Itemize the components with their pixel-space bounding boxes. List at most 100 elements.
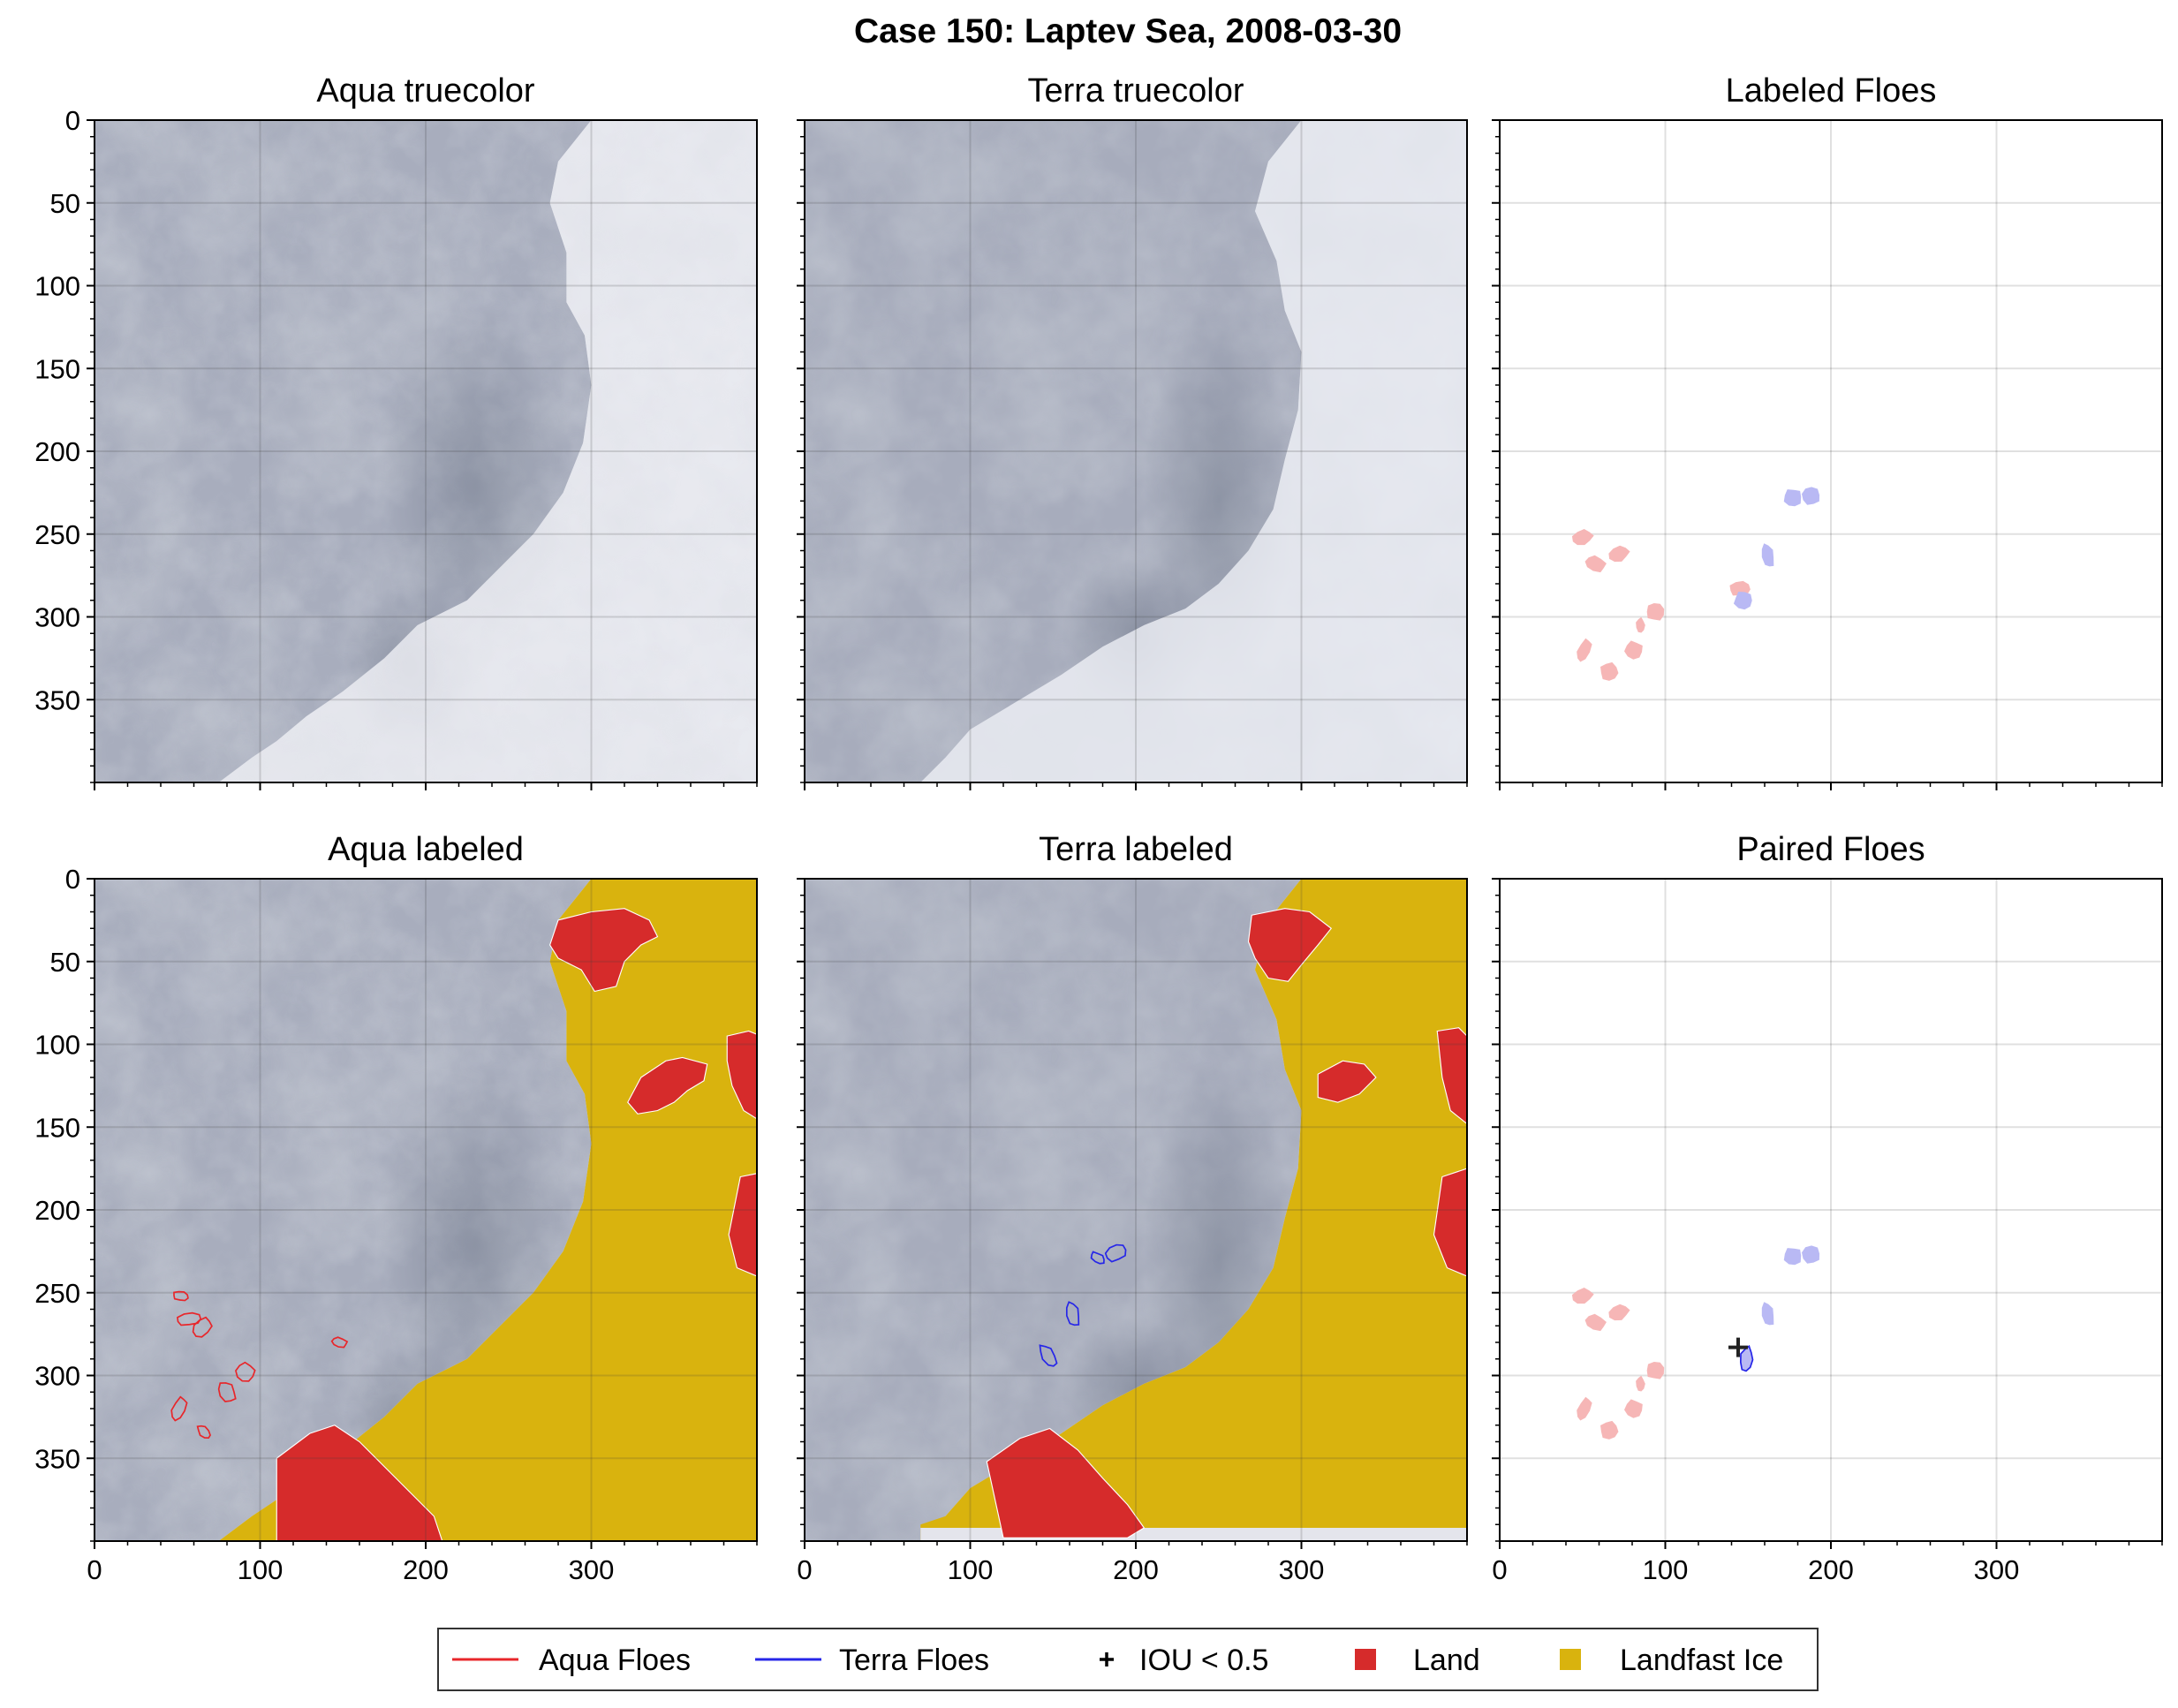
y-tick-label: 100 [34,1030,80,1061]
legend-aqua-floes: Aqua Floes [452,1644,691,1677]
panel-6: Paired Floes 0 100 200 300 [1492,831,2163,1585]
x-tick-label: 200 [403,1554,449,1585]
panels: Aqua truecolor 0 50 100 150 200 250 300 350 Terra… [34,72,2163,1585]
grid [95,120,757,782]
legend-label: Terra Floes [839,1644,989,1677]
aqua-floe [1636,1375,1645,1392]
land-region [549,908,659,993]
terra-floe-outline [1739,1344,1754,1372]
y-tick-label: 50 [50,947,80,978]
terra-floe [1802,487,1820,505]
y-tick-label: 300 [34,1361,80,1392]
grid [95,879,757,1541]
land-region [728,1173,757,1277]
y-tick-label: 350 [34,684,80,715]
y-tick-label: 150 [34,353,80,384]
y-tick-label: 250 [34,519,80,550]
terra-floe [1740,1346,1753,1372]
legend-terra-floes: Terra Floes [755,1644,989,1677]
y-tick-label: 200 [34,436,80,467]
land-region [986,1427,1146,1538]
terra-floe [1783,1248,1802,1266]
grid [805,879,1467,1541]
panel-4: Aqua labeled 0 50 100 150 200 250 300 350 0 100 200… [34,831,758,1585]
iou-marker [1728,1337,1748,1357]
panel-3: Labeled Floes [1492,72,2163,790]
aqua-floe [1608,545,1630,563]
y-tick-label: 0 [65,105,80,136]
x-tick-label: 100 [1643,1554,1689,1585]
panel-title: Terra labeled [1039,831,1233,868]
aqua-floe [1600,1420,1619,1440]
x-tick-label: 0 [1492,1554,1507,1585]
y-tick-label: 300 [34,602,80,633]
x-tick-label: 300 [569,1554,615,1585]
grid [1500,120,2162,782]
grid [1500,879,2162,1541]
aqua-floe-outline [192,1316,213,1338]
terra-floe [1802,1245,1820,1264]
terra-floe-outline [1090,1251,1105,1265]
terra-floe [1783,489,1802,507]
legend-label: IOU < 0.5 [1139,1644,1268,1677]
aqua-floe-outline [217,1382,237,1402]
panel-title: Labeled Floes [1726,72,1937,110]
land-region [726,1030,757,1120]
aqua-floe-outline [330,1336,349,1349]
terra-floe [1761,1302,1774,1326]
legend-land: Land [1355,1644,1480,1677]
terra-floe [1761,543,1774,567]
aqua-floe [1624,1399,1643,1418]
aqua-floe-outline [235,1361,256,1382]
aqua-floe [1571,1287,1594,1304]
x-tick-label: 300 [1279,1554,1325,1585]
panel-title: Terra truecolor [1028,72,1244,110]
legend-label: Aqua Floes [539,1644,691,1677]
aqua-floe-outline [173,1290,189,1302]
y-tick-label: 0 [65,864,80,895]
aqua-floe [1571,528,1594,546]
grid [805,120,1467,782]
y-tick-label: 150 [34,1112,80,1143]
land-region [1433,1168,1467,1277]
panel-title: Aqua labeled [328,831,524,868]
aqua-floe [1624,640,1643,660]
land-region [1247,908,1333,982]
panel-title: Paired Floes [1736,831,1925,868]
aqua-floe-outline [170,1395,188,1422]
aqua-floe [1636,616,1645,633]
terra-floe-outline [1065,1301,1080,1326]
figure-title: Case 150: Laptev Sea, 2008-03-30 [854,12,1402,50]
legend-iou: IOU < 0.5 [1100,1644,1268,1677]
aqua-floe [1577,1396,1592,1421]
aqua-floe [1584,1313,1607,1332]
landfast-ice-region [218,879,757,1541]
x-tick-label: 100 [948,1554,994,1585]
x-tick-label: 300 [1974,1554,2020,1585]
legend-label: Landfast Ice [1620,1644,1783,1677]
land-region [276,1425,443,1541]
land-region [1436,1027,1467,1125]
terra-floe-outline [1104,1243,1127,1263]
aqua-floe [1646,1361,1665,1379]
x-tick-label: 200 [1808,1554,1854,1585]
aqua-floe [1584,555,1607,573]
legend-landfast-ice: Landfast Ice [1560,1644,1783,1677]
aqua-floe [1729,580,1751,596]
y-tick-label: 200 [34,1195,80,1226]
land-region [627,1056,708,1115]
aqua-floe [1608,1304,1630,1321]
x-tick-label: 200 [1113,1554,1159,1585]
aqua-floe [1577,638,1592,662]
y-tick-label: 50 [50,188,80,219]
y-tick-label: 350 [34,1443,80,1474]
y-tick-label: 250 [34,1278,80,1309]
panel-5: Terra labeled 0 100 200 300 [797,831,1468,1585]
x-tick-label: 100 [238,1554,284,1585]
terra-floe [1733,592,1752,610]
y-tick-label: 100 [34,271,80,302]
aqua-floe [1646,602,1665,621]
legend-label: Land [1413,1644,1480,1677]
aqua-floe [1600,661,1619,681]
